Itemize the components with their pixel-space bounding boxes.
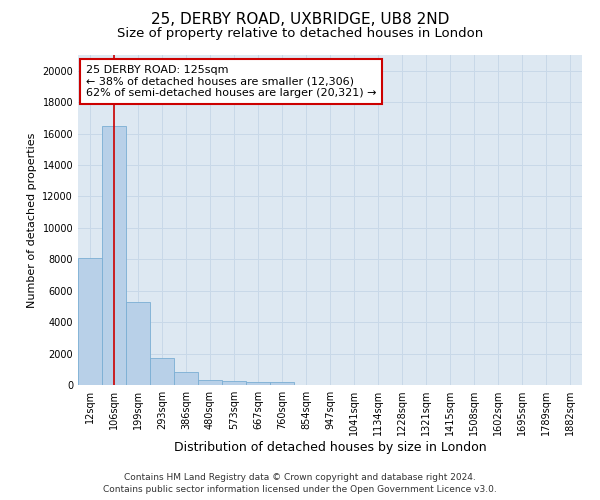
Bar <box>222 381 246 385</box>
Text: Size of property relative to detached houses in London: Size of property relative to detached ho… <box>117 28 483 40</box>
Bar <box>246 382 270 385</box>
Text: 25, DERBY ROAD, UXBRIDGE, UB8 2ND: 25, DERBY ROAD, UXBRIDGE, UB8 2ND <box>151 12 449 28</box>
Bar <box>126 302 150 385</box>
X-axis label: Distribution of detached houses by size in London: Distribution of detached houses by size … <box>173 441 487 454</box>
Bar <box>78 258 102 385</box>
Text: Contains HM Land Registry data © Crown copyright and database right 2024.
Contai: Contains HM Land Registry data © Crown c… <box>103 472 497 494</box>
Bar <box>198 380 222 385</box>
Bar <box>174 372 198 385</box>
Bar <box>102 126 126 385</box>
Text: 25 DERBY ROAD: 125sqm
← 38% of detached houses are smaller (12,306)
62% of semi-: 25 DERBY ROAD: 125sqm ← 38% of detached … <box>86 65 376 98</box>
Bar <box>270 382 294 385</box>
Bar <box>150 358 174 385</box>
Y-axis label: Number of detached properties: Number of detached properties <box>27 132 37 308</box>
